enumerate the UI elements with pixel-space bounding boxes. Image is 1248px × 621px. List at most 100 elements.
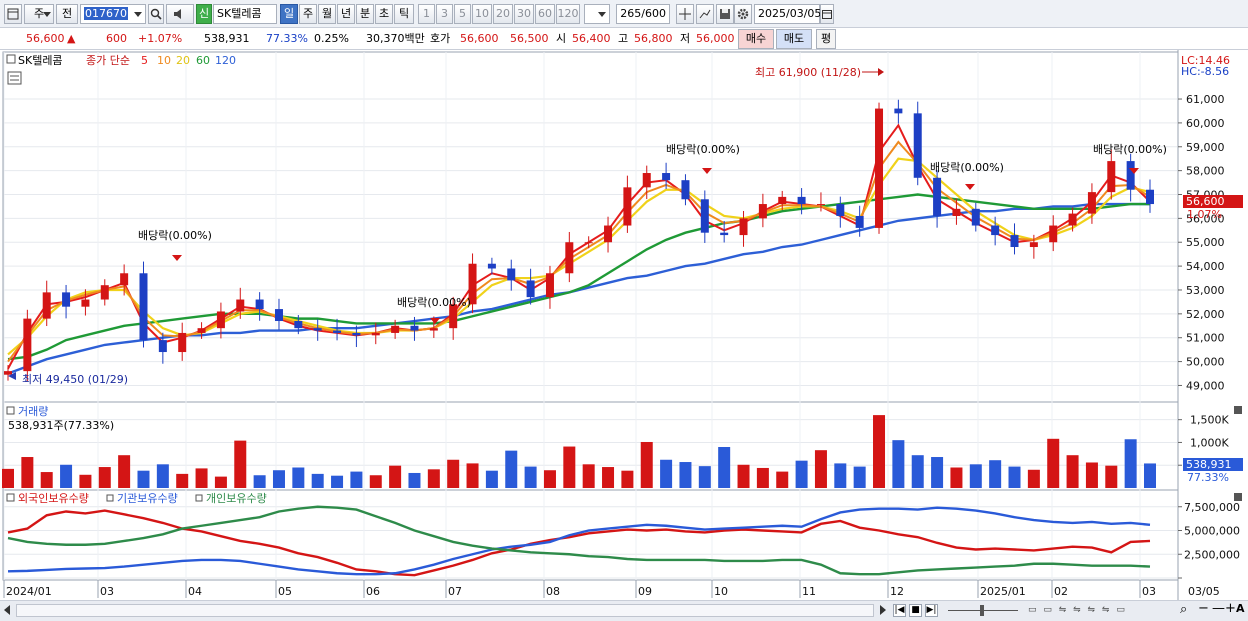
- sound-button[interactable]: [166, 4, 194, 24]
- font-size-icon[interactable]: A: [1236, 602, 1245, 615]
- volume-bar: [989, 460, 1002, 488]
- ma60-line: [7, 193, 1150, 361]
- candle-body: [42, 292, 51, 319]
- legend-institution-holders[interactable]: 기관보유수량: [117, 492, 178, 505]
- chart-type-select[interactable]: 주: [24, 4, 54, 24]
- stock-chart[interactable]: 61,00060,00059,00058,00057,00056,00055,0…: [0, 50, 1248, 600]
- grid-toggle-icon[interactable]: [7, 71, 22, 85]
- first-page-icon[interactable]: |◀: [893, 604, 906, 617]
- candle-body: [623, 187, 632, 226]
- current-price-badge: [1183, 195, 1243, 208]
- legend-ma120[interactable]: 120: [215, 54, 236, 67]
- volume-bar: [21, 457, 34, 488]
- horizontal-scrollbar[interactable]: |◀ ■ ▶| ▭ ▭ ⇋ ⇋ ⇋ ⇋ ▭ ⌕ − — + A: [0, 600, 1248, 621]
- panel-close-icon[interactable]: [1234, 406, 1242, 414]
- panel-close-icon[interactable]: [1234, 493, 1242, 501]
- interval-5[interactable]: 5: [454, 4, 471, 24]
- stock-name-value: SK텔레콤: [217, 7, 262, 20]
- scroll-right-icon[interactable]: [880, 605, 886, 615]
- legend-box-icon: [6, 54, 16, 64]
- candle-body: [855, 215, 864, 228]
- volume-bar: [40, 472, 53, 488]
- stock-code-input[interactable]: 017670: [80, 4, 146, 24]
- zoom-icon[interactable]: ⌕: [1180, 602, 1188, 617]
- stop-icon[interactable]: ■: [909, 604, 922, 617]
- candle-body: [700, 199, 709, 233]
- drawing-tool-button[interactable]: [696, 4, 714, 24]
- calendar-button[interactable]: [820, 4, 834, 24]
- candle-body: [62, 292, 71, 307]
- holders-tick-label: 7,500,000: [1184, 501, 1240, 514]
- settings-button[interactable]: [734, 4, 752, 24]
- indicator-button[interactable]: [676, 4, 694, 24]
- candle-body: [1068, 213, 1077, 226]
- volume-bar: [756, 467, 769, 488]
- candle-body: [1107, 161, 1116, 193]
- zoom-slider-handle[interactable]: [980, 605, 984, 616]
- interval-3[interactable]: 3: [436, 4, 453, 24]
- date-tick-label: 03/05: [1188, 585, 1220, 598]
- candle-body: [178, 332, 187, 353]
- tab-period-second[interactable]: 초: [375, 4, 393, 24]
- legend-ma60[interactable]: 60: [196, 54, 210, 67]
- legend-ma20[interactable]: 20: [176, 54, 190, 67]
- zoom-out-icon[interactable]: −: [1198, 601, 1209, 616]
- volume-bar: [447, 459, 460, 488]
- tab-period-tick[interactable]: 틱: [394, 4, 414, 24]
- candle-body: [758, 204, 767, 219]
- scroll-left-icon[interactable]: [4, 605, 10, 615]
- volume-bar: [176, 473, 189, 488]
- interval-20[interactable]: 20: [493, 4, 513, 24]
- chart-tool-icons[interactable]: ▭ ▭ ⇋ ⇋ ⇋ ⇋ ▭: [1028, 605, 1127, 615]
- volume-bar: [214, 476, 227, 488]
- volume-bar: [660, 459, 673, 488]
- search-button[interactable]: [148, 4, 164, 24]
- eval-button[interactable]: 평: [816, 29, 836, 49]
- volume-bar: [1124, 439, 1137, 488]
- turnover-pct: 0.25%: [314, 32, 349, 45]
- interval-10[interactable]: 10: [472, 4, 492, 24]
- credit-badge[interactable]: 신: [196, 4, 212, 24]
- low-price: 56,000: [696, 32, 735, 45]
- current-pct-text: 1.07%: [1187, 208, 1222, 221]
- interval-30[interactable]: 30: [514, 4, 534, 24]
- legend-ma-title[interactable]: 종가 단순: [86, 54, 130, 67]
- data-count-field[interactable]: 265/600: [616, 4, 670, 24]
- sell-button[interactable]: 매도: [776, 29, 812, 49]
- tab-period-year[interactable]: 년: [337, 4, 355, 24]
- legend-stock-name[interactable]: SK텔레콤: [18, 54, 63, 67]
- floppy-icon: [720, 9, 730, 19]
- tab-period-day[interactable]: 일: [280, 4, 298, 24]
- volume-bar: [1027, 469, 1040, 488]
- candle-body: [565, 242, 574, 274]
- holders-series-line: [7, 506, 1151, 576]
- tab-period-month[interactable]: 월: [318, 4, 336, 24]
- window-layout-button[interactable]: [4, 4, 22, 24]
- date-input[interactable]: 2025/03/05: [754, 4, 821, 24]
- last-page-icon[interactable]: ▶|: [925, 604, 938, 617]
- zoom-in-icon[interactable]: +: [1225, 601, 1236, 616]
- legend-ma5[interactable]: 5: [141, 54, 148, 67]
- candle-body: [720, 232, 729, 236]
- volume-title[interactable]: 거래량: [18, 405, 48, 418]
- candle-body: [894, 108, 903, 114]
- tab-period-week[interactable]: 주: [299, 4, 317, 24]
- price-tick-label: 50,000: [1186, 356, 1225, 369]
- interval-120[interactable]: 120: [556, 4, 580, 24]
- zoom-reset-icon[interactable]: —: [1212, 601, 1225, 616]
- volume-bar: [195, 468, 208, 488]
- buy-button[interactable]: 매수: [738, 29, 774, 49]
- volume-bar: [563, 446, 576, 488]
- prev-button[interactable]: 전: [56, 4, 78, 24]
- interval-custom-select[interactable]: [584, 4, 610, 24]
- interval-60[interactable]: 60: [535, 4, 555, 24]
- save-button[interactable]: [716, 4, 734, 24]
- candle-body: [507, 268, 516, 281]
- volume-bar: [98, 467, 111, 488]
- legend-individual-holders[interactable]: 개인보유수량: [206, 492, 267, 505]
- tab-period-minute[interactable]: 분: [356, 4, 374, 24]
- legend-ma10[interactable]: 10: [157, 54, 171, 67]
- legend-foreign-holders[interactable]: 외국인보유수량: [18, 492, 89, 505]
- scroll-track[interactable]: [16, 604, 874, 617]
- interval-1[interactable]: 1: [418, 4, 435, 24]
